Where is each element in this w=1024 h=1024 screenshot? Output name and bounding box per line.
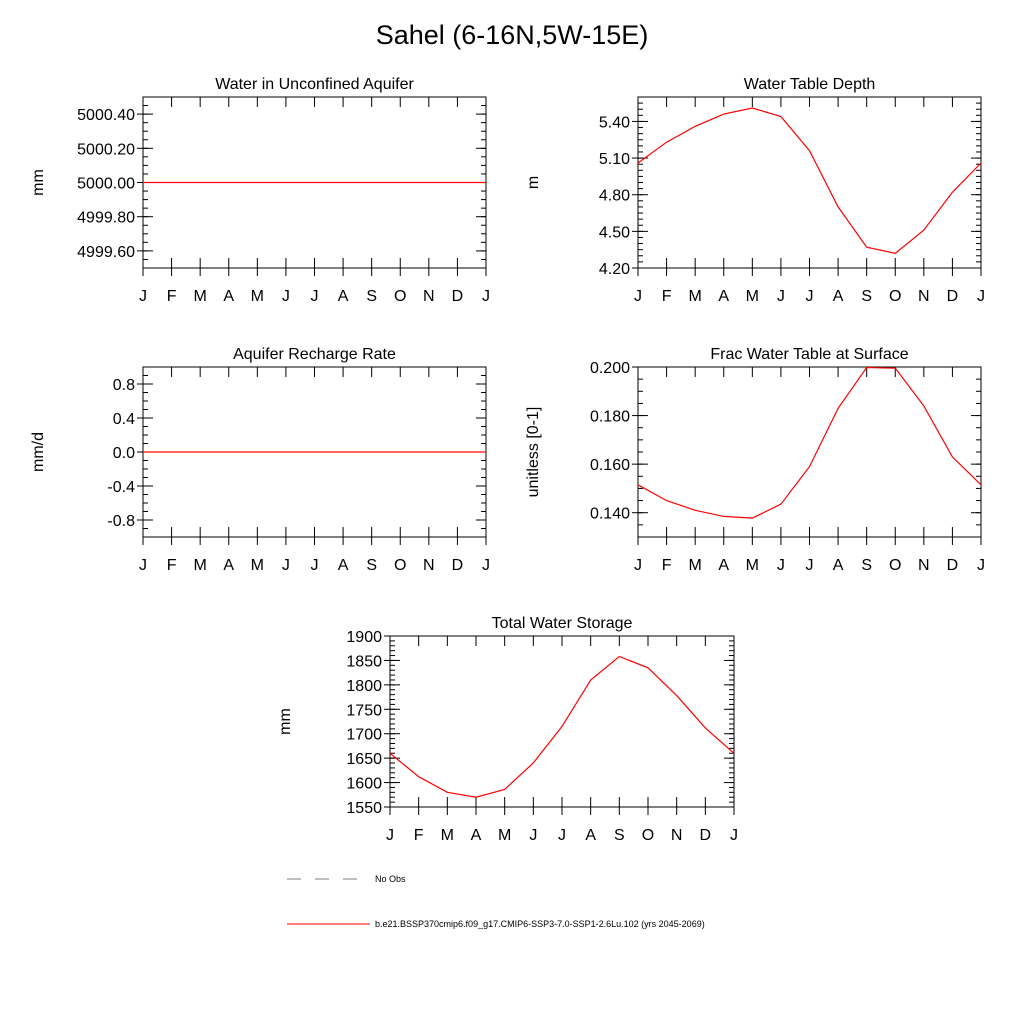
x-tick-label: D	[452, 288, 464, 305]
y-axis-label: mm	[30, 169, 47, 196]
x-tick-label: J	[282, 288, 290, 305]
x-tick-label: S	[366, 288, 377, 305]
y-tick-label: 4999.80	[77, 210, 135, 227]
x-tick-label: M	[194, 288, 207, 305]
y-tick-label: 4999.60	[77, 244, 135, 261]
x-tick-label: A	[338, 288, 349, 305]
y-tick-label: 5000.20	[77, 141, 135, 158]
x-tick-label: M	[251, 288, 264, 305]
x-tick-label: J	[482, 288, 490, 305]
y-tick-label: 5000.00	[77, 176, 135, 193]
x-tick-label: F	[167, 288, 177, 305]
x-tick-label: J	[139, 288, 147, 305]
x-tick-label: A	[223, 288, 234, 305]
y-tick-label: 5000.40	[77, 107, 135, 124]
x-tick-label: J	[311, 288, 319, 305]
x-tick-label: N	[423, 288, 435, 305]
page-title: Sahel (6-16N,5W-15E)	[375, 20, 649, 50]
chart-title: Water in Unconfined Aquifer	[215, 76, 414, 93]
x-tick-label: O	[394, 288, 406, 305]
